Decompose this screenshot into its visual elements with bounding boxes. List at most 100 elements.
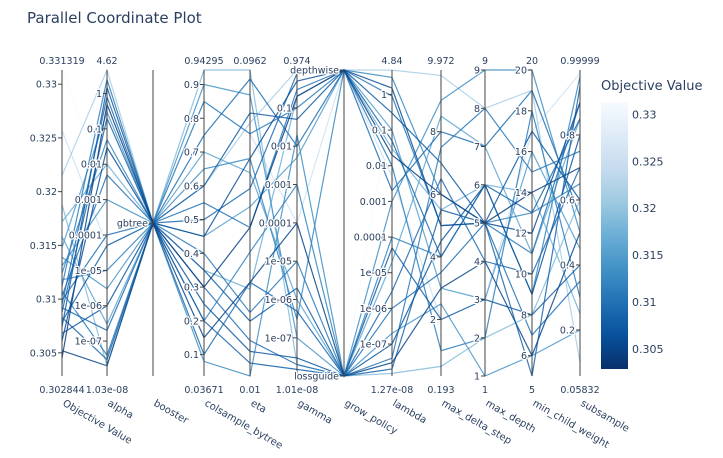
axis-title: eta bbox=[249, 398, 269, 416]
tick-label: 1e-05 bbox=[265, 257, 292, 268]
range-min-label: 0.193 bbox=[427, 385, 454, 396]
range-max-label: 4.84 bbox=[381, 56, 402, 67]
tick-label: 1e-05 bbox=[75, 266, 102, 277]
tick-label: 16 bbox=[515, 147, 527, 158]
tick-label: 8 bbox=[521, 310, 527, 321]
tick-label: 0.7 bbox=[184, 148, 199, 159]
range-min-label: 0.05832 bbox=[560, 385, 599, 396]
axis-title: colsample_bytree bbox=[203, 398, 285, 452]
tick-label: 5 bbox=[474, 219, 480, 230]
tick-label: 0.01 bbox=[81, 160, 102, 171]
tick-label: 4 bbox=[474, 257, 480, 268]
data-line-3 bbox=[61, 134, 581, 377]
colorbar-tick-label: 0.305 bbox=[632, 343, 664, 356]
tick-label: 1e-07 bbox=[265, 333, 292, 344]
range-max-label: 4.62 bbox=[96, 56, 117, 67]
range-min-label: 1.03e-08 bbox=[86, 385, 129, 396]
tick-label: 18 bbox=[515, 106, 527, 117]
tick-label: 1e-07 bbox=[360, 340, 387, 351]
tick-label: 1e-05 bbox=[360, 268, 387, 279]
tick-label: 0.1 bbox=[372, 126, 387, 137]
colorbar-tick-label: 0.315 bbox=[632, 249, 664, 262]
tick-label: 0.8 bbox=[184, 114, 199, 125]
tick-label: 0.8 bbox=[560, 130, 575, 141]
range-min-label: 1.27e-08 bbox=[371, 385, 414, 396]
chart-title: Parallel Coordinate Plot bbox=[27, 9, 202, 27]
tick-label: 0.001 bbox=[75, 195, 102, 206]
tick-label: 7 bbox=[474, 142, 480, 153]
tick-label: 0.33 bbox=[36, 80, 57, 91]
data-line-15 bbox=[61, 69, 581, 320]
axis-title: booster bbox=[152, 398, 191, 427]
tick-label: 6 bbox=[474, 180, 480, 191]
data-line-5 bbox=[61, 222, 581, 378]
range-min-label: 0.01 bbox=[239, 385, 260, 396]
tick-label: 0.31 bbox=[36, 295, 57, 306]
colorbar-tick-label: 0.325 bbox=[632, 155, 664, 168]
data-line-16 bbox=[61, 69, 581, 377]
tick-label: 1 bbox=[96, 89, 102, 100]
axis-title: lambda bbox=[391, 398, 429, 426]
tick-label: 1 bbox=[381, 90, 387, 101]
tick-label: 0.2 bbox=[184, 316, 199, 327]
tick-label: 0.2 bbox=[560, 325, 575, 336]
range-max-label: 0.0962 bbox=[233, 56, 266, 67]
data-line-17 bbox=[61, 83, 581, 377]
tick-label: 0.6 bbox=[184, 181, 199, 192]
tick-label: 0.0001 bbox=[69, 230, 102, 241]
tick-label: 2 bbox=[430, 315, 436, 326]
range-max-label: 0.974 bbox=[283, 56, 310, 67]
range-min-label: 1 bbox=[482, 385, 488, 396]
tick-label: 0.4 bbox=[560, 260, 575, 271]
tick-label: gbtree bbox=[117, 219, 148, 230]
axis-title: gamma bbox=[296, 398, 334, 427]
tick-label: 0.5 bbox=[184, 215, 199, 226]
tick-label: 0.4 bbox=[184, 249, 199, 260]
tick-label: 20 bbox=[515, 66, 527, 77]
range-max-label: 9.972 bbox=[427, 56, 454, 67]
range-min-label: 1.01e-08 bbox=[276, 385, 319, 396]
data-line-4 bbox=[61, 69, 581, 328]
data-line-11 bbox=[61, 69, 581, 297]
tick-label: 8 bbox=[430, 127, 436, 138]
tick-label: 1e-06 bbox=[265, 295, 292, 306]
tick-label: 12 bbox=[515, 229, 527, 240]
tick-label: 0.9 bbox=[184, 80, 199, 91]
axis-gamma[interactable]: 0.1 0.01 0.001 0.0001 1e-05 1e-06 1e-07 0.974 1.… bbox=[258, 56, 334, 427]
range-max-label: 9 bbox=[482, 56, 488, 67]
tick-label: depthwise bbox=[290, 66, 339, 77]
range-min-label: 5 bbox=[529, 385, 535, 396]
tick-label: 0.1 bbox=[184, 350, 199, 361]
tick-label: 0.6 bbox=[560, 195, 575, 206]
colorbar-gradient bbox=[601, 102, 628, 369]
tick-label: 0.1 bbox=[87, 124, 102, 135]
range-min-label: 0.302844 bbox=[39, 385, 84, 396]
tick-label: 1e-06 bbox=[75, 301, 102, 312]
data-line-10 bbox=[61, 221, 581, 377]
tick-label: 1 bbox=[474, 372, 480, 383]
range-max-label: 20 bbox=[526, 56, 538, 67]
tick-label: 1e-06 bbox=[360, 304, 387, 315]
tick-label: 4 bbox=[430, 252, 436, 263]
axis-grow-policy[interactable]: depthwise lossguide grow_policy bbox=[289, 64, 400, 438]
colorbar-ticks: 0.33 0.325 0.32 0.315 0.31 0.305 bbox=[632, 108, 664, 355]
tick-label: 0.0001 bbox=[354, 233, 387, 244]
tick-label: 3 bbox=[474, 295, 480, 306]
data-line-8 bbox=[61, 167, 581, 378]
data-line-0 bbox=[61, 69, 581, 359]
colorbar-tick-label: 0.31 bbox=[632, 296, 657, 309]
axis-title: alpha bbox=[106, 398, 136, 421]
axis-alpha[interactable]: 1 0.1 0.01 0.001 0.0001 1e-05 1e-06 1e-07 4.62 1.… bbox=[68, 56, 136, 421]
tick-label: 10 bbox=[515, 270, 527, 281]
tick-label: 0.325 bbox=[30, 133, 57, 144]
tick-label: 0.001 bbox=[360, 197, 387, 208]
tick-label: 0.001 bbox=[265, 180, 292, 191]
lines-layer bbox=[61, 68, 581, 379]
tick-label: 2 bbox=[474, 333, 480, 344]
tick-label: 8 bbox=[474, 104, 480, 115]
data-line-2 bbox=[61, 69, 581, 342]
colorbar-title: Objective Value bbox=[601, 79, 702, 94]
axis-title: grow_policy bbox=[343, 398, 400, 437]
